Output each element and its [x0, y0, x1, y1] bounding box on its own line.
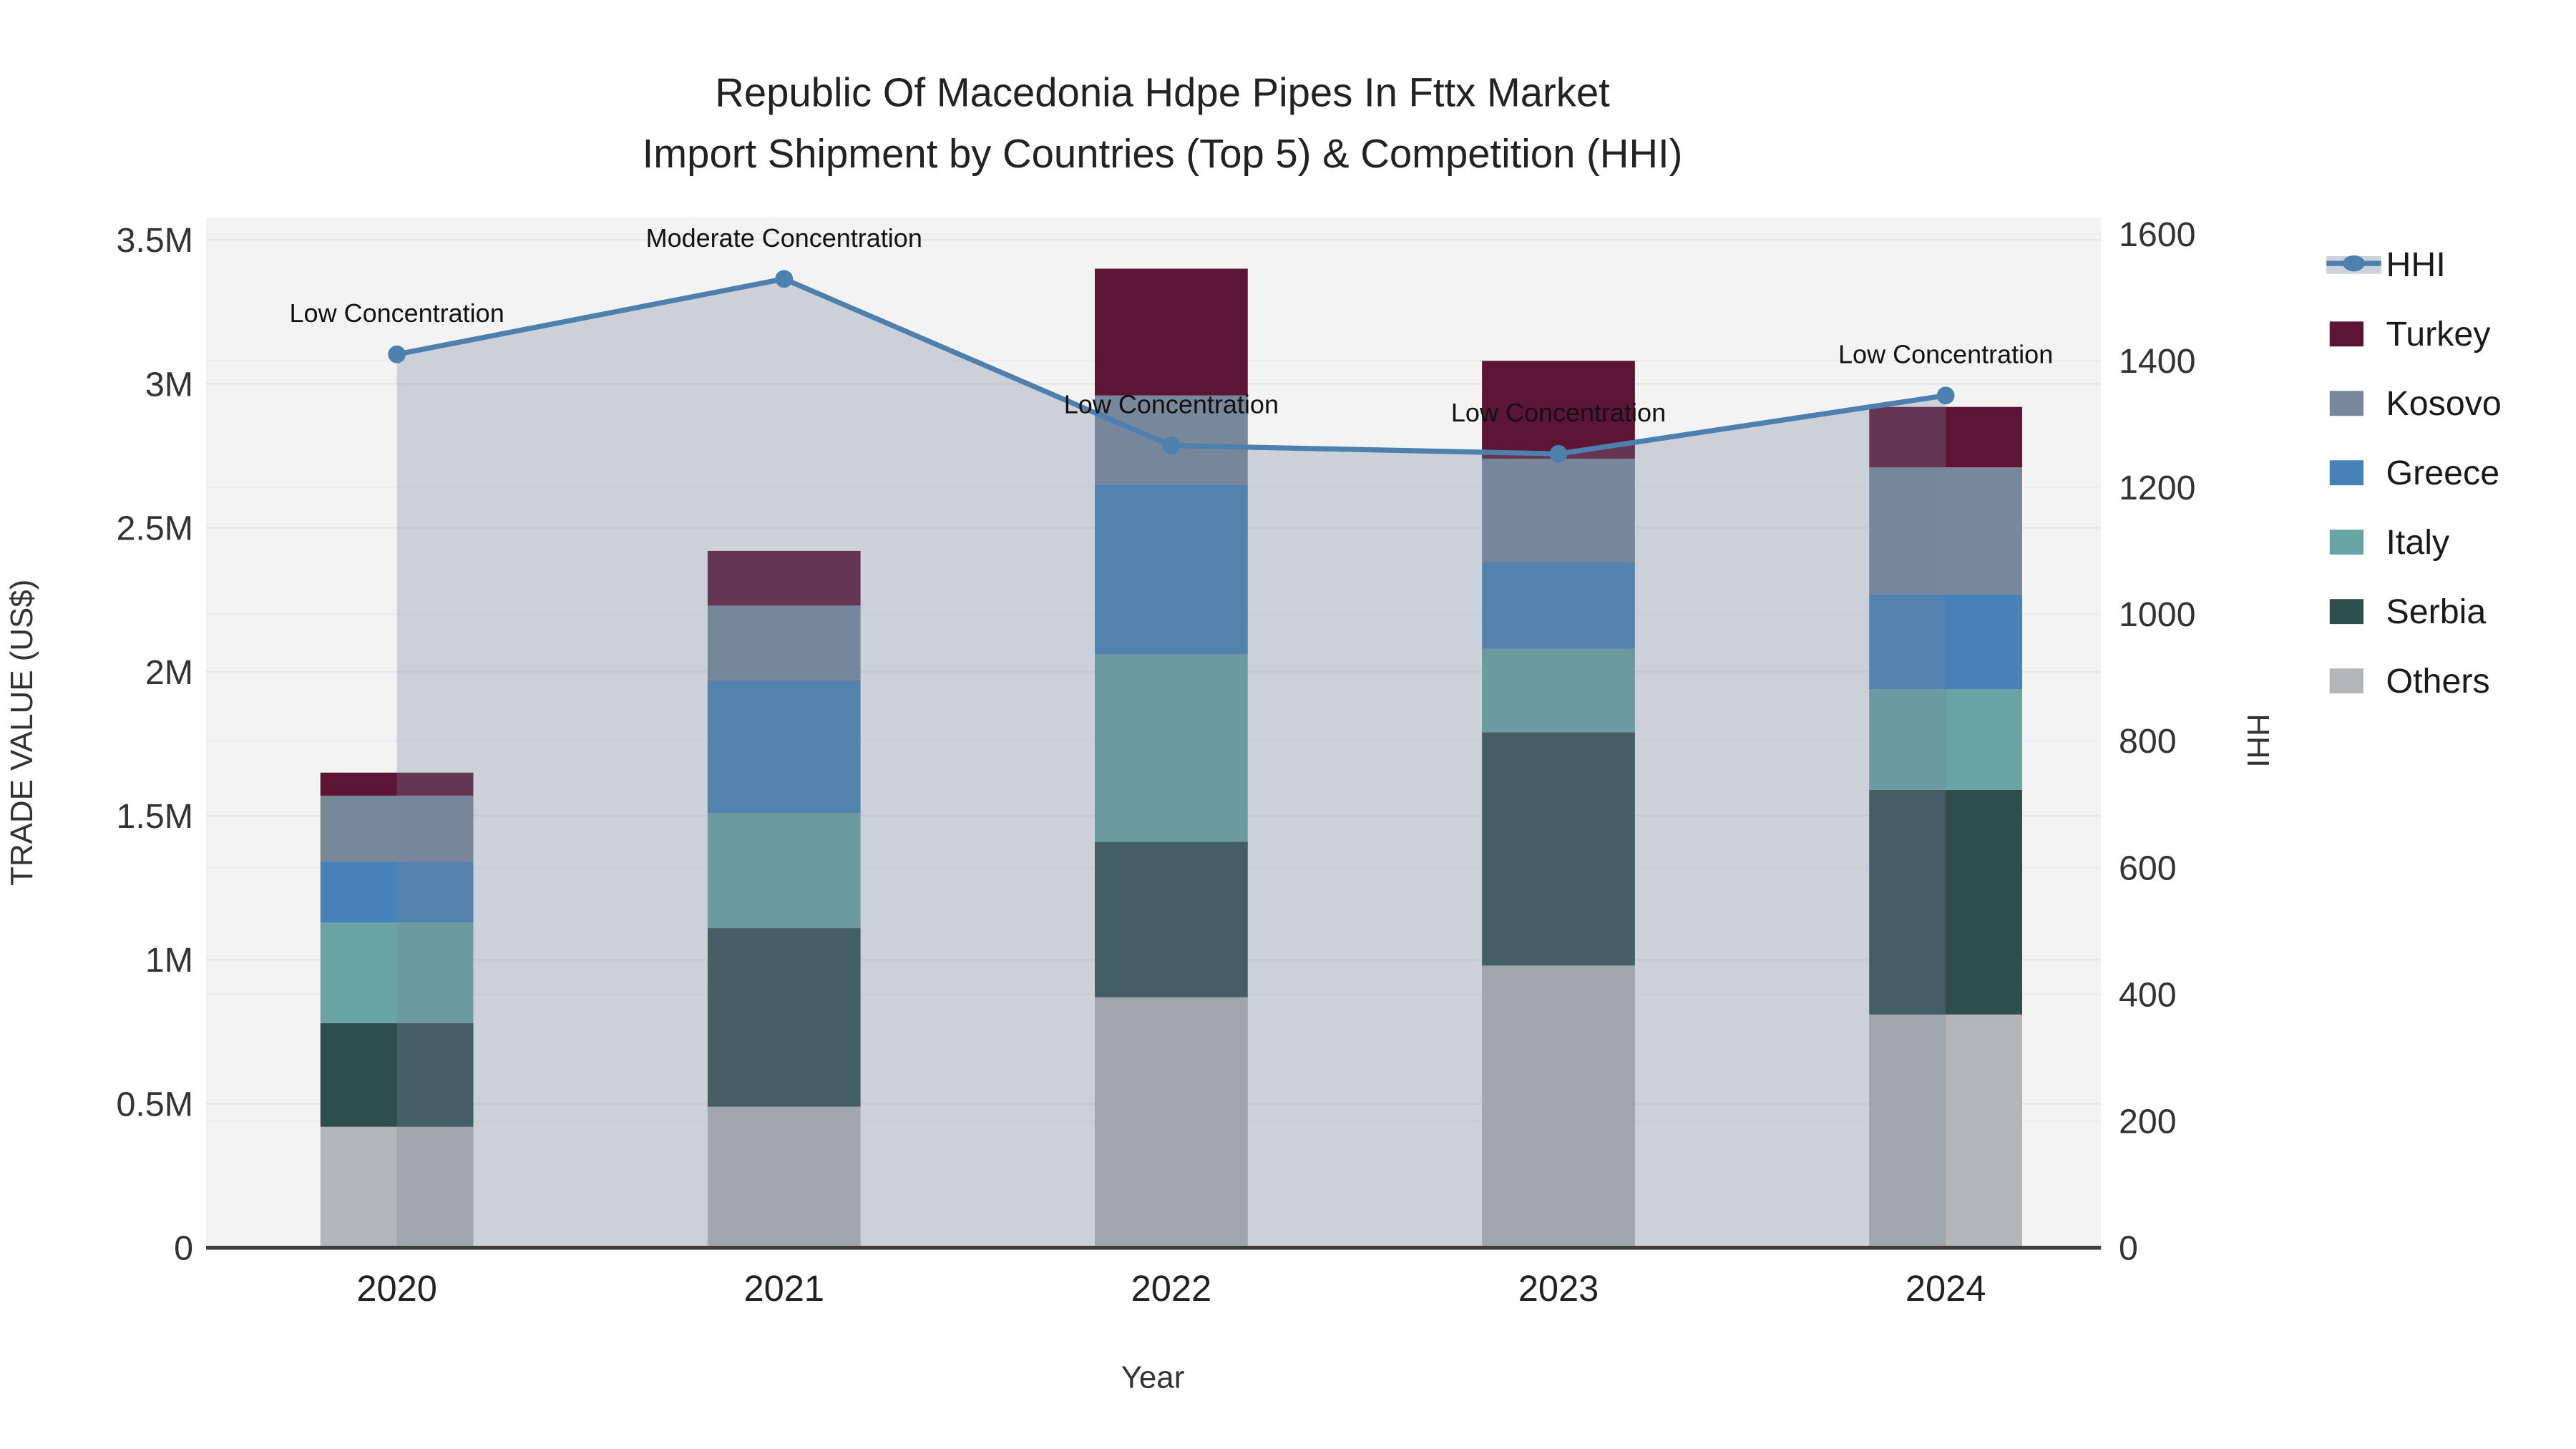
- hhi-legend-marker-icon: [2343, 255, 2365, 272]
- bar-segment-italy-2023[interactable]: [1482, 648, 1635, 733]
- legend-label: Italy: [2386, 523, 2451, 562]
- y-tick-label: 3M: [145, 365, 193, 404]
- x-axis-title: Year: [1121, 1360, 1185, 1395]
- annotation-2024: Low Concentration: [1838, 340, 2053, 369]
- x-tick-label-2023: 2023: [1518, 1268, 1599, 1309]
- x-tick-label-2020: 2020: [356, 1268, 437, 1309]
- x-tick-label-2022: 2022: [1131, 1268, 1212, 1309]
- bar-segment-turkey-2023[interactable]: [1482, 361, 1635, 459]
- y2-tick-label: 1600: [2119, 215, 2196, 254]
- legend-swatch-serbia: [2329, 599, 2363, 625]
- bar-segment-greece-2020[interactable]: [320, 862, 474, 923]
- y-tick-label: 1.5M: [116, 797, 193, 836]
- legend-label: Kosovo: [2386, 384, 2502, 423]
- chart-title-line2: Import Shipment by Countries (Top 5) & C…: [643, 131, 1683, 176]
- y2-tick-label: 1400: [2119, 342, 2196, 381]
- hhi-marker-2024[interactable]: [1936, 386, 1955, 405]
- x-tick-label-2021: 2021: [743, 1268, 824, 1309]
- bar-segment-kosovo-2024[interactable]: [1869, 467, 2022, 595]
- bar-segment-italy-2021[interactable]: [707, 813, 861, 929]
- legend-swatch-kosovo: [2329, 391, 2363, 416]
- y2-tick-label: 200: [2119, 1103, 2177, 1141]
- x-tick-label-2024: 2024: [1906, 1268, 1986, 1309]
- y2-tick-label: 1000: [2119, 595, 2196, 634]
- y-tick-label: 3.5M: [116, 221, 193, 260]
- annotation-2020: Low Concentration: [290, 298, 504, 328]
- bar-segment-kosovo-2021[interactable]: [707, 605, 861, 680]
- legend-label: HHI: [2386, 245, 2446, 284]
- legend-item-kosovo[interactable]: Kosovo: [2329, 384, 2502, 423]
- legend-swatch-others: [2329, 668, 2363, 694]
- bar-segment-serbia-2022[interactable]: [1095, 841, 1248, 997]
- bar-segment-italy-2022[interactable]: [1095, 654, 1248, 842]
- legend-swatch-greece: [2329, 460, 2363, 486]
- y-tick-label: 2.5M: [116, 509, 193, 548]
- bar-segment-serbia-2024[interactable]: [1869, 789, 2022, 1015]
- bar-segment-others-2021[interactable]: [707, 1106, 861, 1248]
- bar-segment-others-2024[interactable]: [1869, 1014, 2022, 1248]
- bar-segment-kosovo-2023[interactable]: [1482, 459, 1635, 562]
- hhi-marker-2023[interactable]: [1549, 444, 1568, 463]
- bar-segment-greece-2022[interactable]: [1095, 484, 1248, 655]
- hhi-marker-2021[interactable]: [775, 270, 794, 288]
- legend-label: Turkey: [2386, 315, 2492, 353]
- bar-segment-greece-2024[interactable]: [1869, 594, 2022, 690]
- y2-tick-label: 600: [2119, 849, 2177, 887]
- y2-tick-label: 800: [2119, 722, 2177, 761]
- legend-item-hhi[interactable]: HHI: [2326, 245, 2446, 284]
- legend-item-others[interactable]: Others: [2329, 662, 2490, 701]
- y2-tick-label: 1200: [2119, 469, 2196, 507]
- legend-label: Greece: [2386, 454, 2500, 492]
- y-tick-label: 0.5M: [116, 1085, 193, 1123]
- bar-segment-turkey-2020[interactable]: [320, 772, 474, 796]
- legend-item-turkey[interactable]: Turkey: [2329, 315, 2492, 353]
- legend-swatch-italy: [2329, 530, 2363, 555]
- hhi-marker-2022[interactable]: [1162, 436, 1181, 455]
- bar-segment-greece-2023[interactable]: [1482, 562, 1635, 649]
- bar-segment-others-2020[interactable]: [320, 1126, 474, 1248]
- legend-swatch-turkey: [2329, 321, 2363, 347]
- bar-segment-italy-2024[interactable]: [1869, 689, 2022, 790]
- bar-segment-greece-2021[interactable]: [707, 680, 861, 814]
- y-tick-label: 1M: [145, 941, 193, 980]
- bar-segment-serbia-2020[interactable]: [320, 1023, 474, 1127]
- bar-segment-italy-2020[interactable]: [320, 922, 474, 1023]
- chart-title-line1: Republic Of Macedonia Hdpe Pipes In Fttx…: [715, 70, 1610, 115]
- y2-axis-title: HHI: [2240, 713, 2275, 768]
- bar-segment-others-2023[interactable]: [1482, 965, 1635, 1248]
- annotation-2023: Low Concentration: [1451, 398, 1666, 427]
- bar-segment-kosovo-2020[interactable]: [320, 795, 474, 862]
- y2-tick-label: 400: [2119, 975, 2177, 1014]
- bar-segment-serbia-2021[interactable]: [707, 928, 861, 1107]
- legend-item-greece[interactable]: Greece: [2329, 454, 2500, 492]
- hhi-marker-2020[interactable]: [388, 345, 406, 364]
- y-axis-title: TRADE VALUE (US$): [4, 580, 39, 886]
- legend-label: Others: [2386, 662, 2490, 701]
- annotation-2022: Low Concentration: [1064, 390, 1279, 419]
- hhi-area-fill: [396, 278, 1946, 1248]
- bar-segment-turkey-2021[interactable]: [707, 550, 861, 606]
- bar-segment-turkey-2022[interactable]: [1095, 268, 1248, 396]
- bar-segment-serbia-2023[interactable]: [1482, 732, 1635, 966]
- bar-segment-turkey-2024[interactable]: [1869, 406, 2022, 468]
- legend-label: Serbia: [2386, 592, 2487, 631]
- legend-item-serbia[interactable]: Serbia: [2329, 592, 2487, 631]
- y-tick-label: 0: [174, 1229, 193, 1268]
- bar-segment-others-2022[interactable]: [1095, 997, 1248, 1248]
- y2-tick-label: 0: [2119, 1229, 2138, 1268]
- legend-item-italy[interactable]: Italy: [2329, 523, 2451, 562]
- annotation-2021: Moderate Concentration: [646, 223, 922, 253]
- y-tick-label: 2M: [145, 653, 193, 692]
